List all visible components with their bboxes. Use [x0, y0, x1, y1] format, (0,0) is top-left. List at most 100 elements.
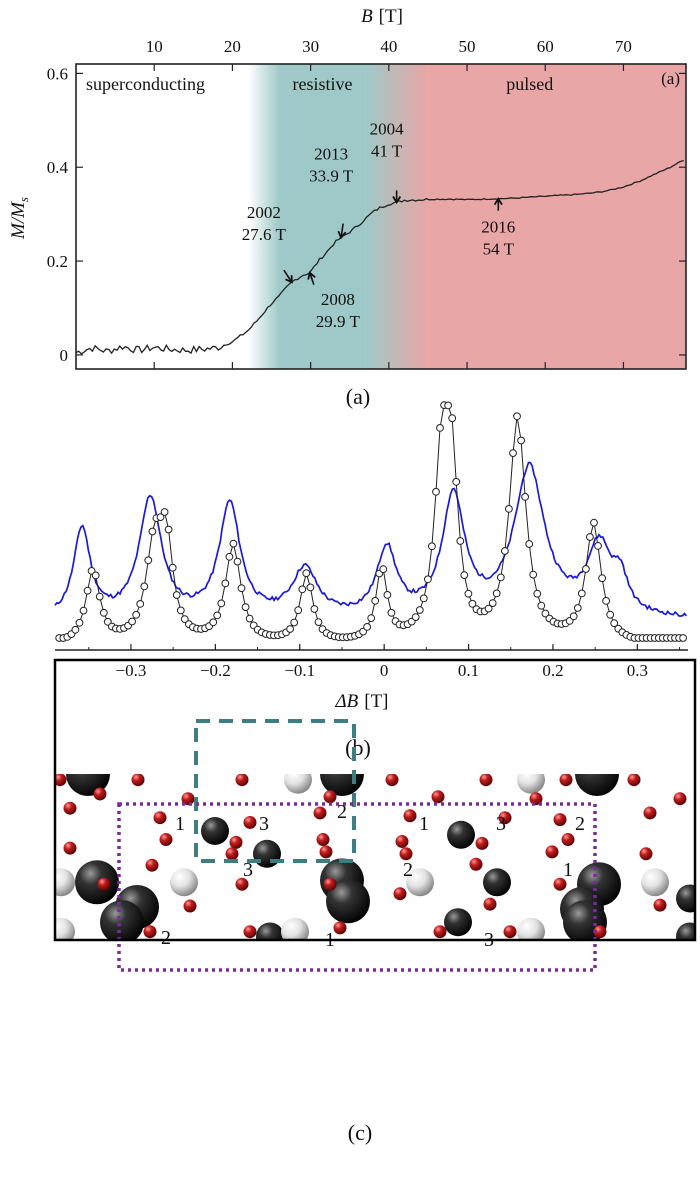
red-atom — [55, 774, 67, 787]
dark-atom — [201, 817, 229, 845]
red-atom — [469, 857, 483, 871]
annotation-field: 54 T — [483, 240, 515, 259]
annotation-arrow — [283, 269, 293, 283]
region-resistive — [279, 64, 366, 369]
red-atom — [561, 833, 575, 847]
site-label-2: 2 — [161, 927, 171, 949]
black-trace-point — [233, 557, 242, 566]
black-trace-point — [582, 565, 590, 573]
red-atom — [313, 806, 327, 820]
black-trace-point — [180, 615, 189, 623]
red-atom — [627, 774, 641, 787]
x-axis-title-a: B [T] — [361, 6, 403, 27]
light-atom — [517, 917, 545, 940]
black-trace-point — [241, 603, 250, 611]
black-trace-point — [95, 592, 104, 601]
dark-atom — [676, 922, 695, 940]
annotation-arrow — [309, 272, 315, 286]
black-trace-point — [387, 608, 396, 617]
black-trace-point — [176, 606, 185, 615]
x-tick-label-a: 40 — [380, 37, 397, 56]
black-trace-point — [217, 599, 226, 608]
red-atom — [97, 877, 111, 891]
black-trace-point — [492, 589, 501, 598]
black-trace-point — [521, 493, 529, 501]
black-trace-point — [505, 505, 513, 513]
red-atom — [131, 774, 145, 787]
x-tick-label-a: 70 — [615, 37, 632, 56]
red-atom — [483, 897, 497, 911]
annotation-arrowhead — [285, 275, 293, 284]
dark-atom — [447, 820, 475, 849]
site-label-2: 2 — [337, 801, 347, 823]
black-trace-point — [379, 565, 388, 574]
black-trace-point — [537, 601, 546, 610]
black-trace-point — [424, 575, 432, 584]
black-trace-point — [517, 436, 525, 445]
black-trace-point — [594, 542, 602, 550]
black-trace-point — [229, 539, 238, 548]
red-atom — [153, 811, 167, 825]
dark-atom — [676, 884, 695, 913]
annotation-year: 2002 — [247, 203, 281, 222]
plot-frame-a — [75, 63, 687, 370]
caption-a: (a) — [346, 384, 370, 409]
red-atom — [243, 925, 257, 939]
light-atom — [55, 917, 75, 940]
dark-atom — [256, 922, 284, 940]
black-trace-point — [602, 597, 610, 605]
annotation-year: 2008 — [321, 290, 355, 309]
annotation-year: 2013 — [314, 145, 348, 164]
field-regions — [248, 64, 686, 369]
panel-a: 10 20 30 40 50 60 70 0 0.2 0.4 0.6 superconducting… — [8, 6, 687, 409]
large-dark-atom — [575, 774, 619, 796]
red-atom — [323, 790, 337, 804]
red-atom — [529, 792, 543, 806]
black-trace-point — [456, 537, 465, 545]
black-trace-point — [156, 513, 165, 521]
x-tick-label-a: 50 — [459, 37, 476, 56]
annotation-field: 27.6 T — [242, 225, 287, 244]
black-trace-point — [573, 604, 582, 612]
red-atom — [673, 792, 687, 806]
annotation-field: 33.9 T — [309, 167, 354, 186]
red-atom — [183, 899, 197, 913]
light-atom — [406, 868, 434, 897]
purple-supercell — [117, 802, 597, 972]
black-trace-point — [83, 586, 92, 595]
panel-a-label: (a) — [661, 69, 680, 88]
red-atom — [403, 809, 417, 823]
panel-c-lattice: 1 321 3 23 21 312 (c) — [53, 658, 697, 1145]
annotation-2008: 2008 29.9 T — [307, 271, 360, 331]
black-trace-point — [160, 508, 169, 516]
black-trace-point — [294, 606, 303, 615]
red-atom — [145, 858, 159, 872]
atoms — [55, 774, 695, 940]
black-trace-point — [484, 604, 493, 613]
black-trace-point — [415, 606, 424, 614]
site-label-3: 3 — [259, 813, 269, 835]
red-atom — [498, 811, 512, 825]
site-label-2: 2 — [403, 859, 413, 881]
caption-c: (c) — [348, 1120, 372, 1145]
red-atom — [319, 845, 333, 859]
annotation-arrowhead — [392, 196, 402, 205]
y-axis-subscript: s — [16, 197, 31, 202]
black-trace-point — [71, 625, 80, 634]
black-trace-point — [298, 585, 307, 594]
black-trace-markers — [55, 401, 687, 642]
y-axis-title-a: M/Ms — [8, 197, 31, 240]
black-trace-point — [496, 573, 505, 582]
black-trace-point — [460, 571, 469, 579]
black-trace — [59, 404, 684, 639]
black-trace-point — [213, 611, 222, 620]
x-tick-label-a: 30 — [302, 37, 319, 56]
x-tick-label-b: 0.2 — [542, 661, 563, 680]
black-trace-point — [164, 525, 173, 534]
black-trace-point — [577, 589, 586, 598]
black-trace-point — [136, 600, 145, 608]
black-trace-point — [168, 563, 177, 572]
annotation-2016: 2016 54 T — [481, 196, 515, 259]
large-dark-atom — [326, 879, 370, 924]
